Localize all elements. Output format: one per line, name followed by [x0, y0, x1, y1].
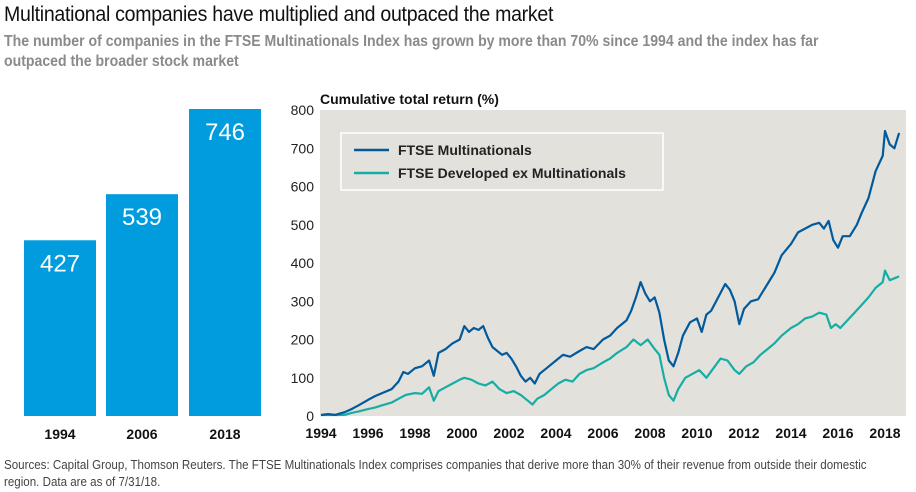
- chart-subtitle: The number of companies in the FTSE Mult…: [4, 33, 819, 70]
- y-tick-label: 800: [291, 102, 315, 118]
- bar-category-label: 2018: [209, 426, 240, 442]
- bar-value-label: 427: [40, 250, 80, 277]
- legend-box: [340, 132, 664, 191]
- y-tick-label: 600: [291, 179, 315, 195]
- x-tick-label: 2016: [822, 425, 853, 441]
- x-tick-label: 2002: [493, 425, 524, 441]
- bar-category-label: 2006: [126, 426, 157, 442]
- y-tick-label: 200: [291, 332, 315, 348]
- source-footnote: Sources: Capital Group, Thomson Reuters.…: [4, 457, 867, 489]
- y-tick-label: 500: [291, 217, 315, 233]
- bar-2006: [106, 194, 178, 416]
- x-tick-label: 2012: [728, 425, 759, 441]
- plot-background: [320, 110, 906, 416]
- x-tick-label: 1994: [305, 425, 336, 441]
- company-count-bar-chart: 427 1994 539 2006 746 2018: [24, 109, 261, 442]
- y-tick-label: 700: [291, 140, 315, 156]
- y-tick-label: 100: [291, 370, 315, 386]
- bar-value-label: 746: [205, 119, 245, 146]
- x-tick-label: 1998: [399, 425, 430, 441]
- legend: FTSE Multinationals FTSE Developed ex Mu…: [340, 132, 664, 191]
- y-axis-label: Cumulative total return (%): [320, 91, 499, 107]
- x-tick-label: 1996: [352, 425, 383, 441]
- bar-2018: [189, 109, 261, 416]
- x-tick-label: 2000: [446, 425, 477, 441]
- bar-category-label: 1994: [44, 426, 75, 442]
- series-line-multinationals: [320, 129, 901, 417]
- series-line-developed-ex: [321, 269, 900, 417]
- y-tick-label: 0: [306, 408, 314, 424]
- series-lines: [320, 129, 901, 417]
- x-axis-ticks: 1994 1996 1998 2000 2002 2004 2006 2008 2010 2012…: [305, 425, 900, 441]
- y-tick-label: 400: [291, 255, 315, 271]
- x-tick-label: 2014: [775, 425, 806, 441]
- legend-label-multinationals: FTSE Multinationals: [398, 142, 532, 158]
- x-tick-label: 2004: [540, 425, 571, 441]
- x-tick-label: 2006: [587, 425, 618, 441]
- x-tick-label: 2018: [869, 425, 900, 441]
- chart-title: Multinational companies have multiplied …: [4, 3, 554, 26]
- cumulative-return-line-chart: Cumulative total return (%) 0 100 200 300 40…: [291, 91, 906, 441]
- y-tick-label: 300: [291, 293, 315, 309]
- bar-1994: [24, 240, 96, 416]
- x-tick-label: 2008: [634, 425, 665, 441]
- bar-value-label: 539: [122, 204, 162, 231]
- y-axis-ticks: 0 100 200 300 400 500 600 700 800: [291, 102, 315, 424]
- legend-label-developed-ex: FTSE Developed ex Multinationals: [398, 165, 626, 181]
- x-tick-label: 2010: [681, 425, 712, 441]
